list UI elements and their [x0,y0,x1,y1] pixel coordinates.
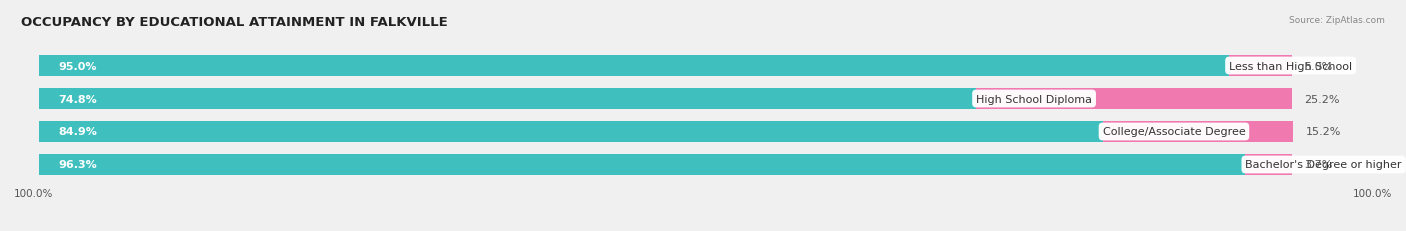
Bar [1229,56,1292,76]
Bar [39,56,1292,76]
Text: Less than High School: Less than High School [1229,61,1353,71]
Bar [39,155,1246,175]
Text: Bachelor's Degree or higher: Bachelor's Degree or higher [1246,160,1402,170]
Text: OCCUPANCY BY EDUCATIONAL ATTAINMENT IN FALKVILLE: OCCUPANCY BY EDUCATIONAL ATTAINMENT IN F… [21,16,449,29]
Bar [976,89,1292,109]
Text: 100.0%: 100.0% [14,188,53,198]
Bar [39,89,976,109]
Bar [1246,155,1292,175]
Bar [39,122,1102,142]
Bar [39,89,1292,109]
Text: 5.0%: 5.0% [1305,61,1333,71]
Bar [1102,122,1294,142]
Text: 3.7%: 3.7% [1305,160,1333,170]
Text: 100.0%: 100.0% [1353,188,1392,198]
Text: 84.9%: 84.9% [58,127,97,137]
Text: 96.3%: 96.3% [58,160,97,170]
Text: High School Diploma: High School Diploma [976,94,1092,104]
Bar [39,155,1292,175]
Text: 25.2%: 25.2% [1305,94,1340,104]
Bar [39,122,1292,142]
Bar [39,56,1229,76]
Text: 95.0%: 95.0% [58,61,97,71]
Text: 74.8%: 74.8% [58,94,97,104]
Text: 15.2%: 15.2% [1306,127,1341,137]
Text: College/Associate Degree: College/Associate Degree [1102,127,1246,137]
Text: Source: ZipAtlas.com: Source: ZipAtlas.com [1289,16,1385,25]
